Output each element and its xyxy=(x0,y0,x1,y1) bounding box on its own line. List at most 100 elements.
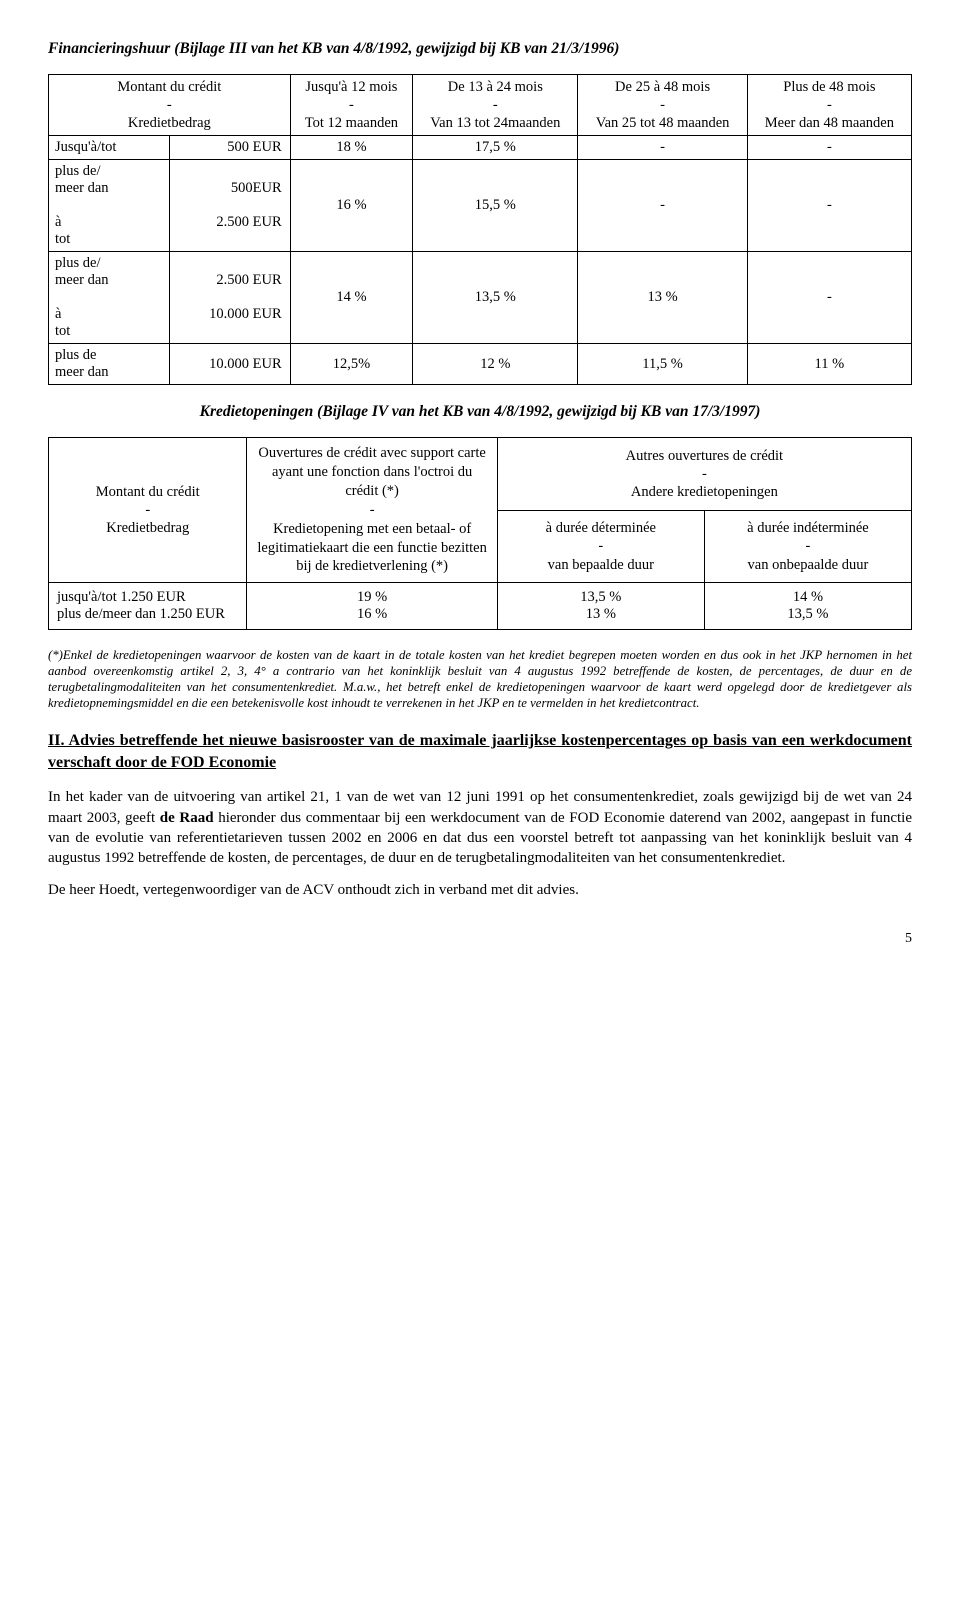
t1-r4-a: plus de meer dan xyxy=(49,344,170,385)
t2-hl-2: - xyxy=(145,502,150,518)
t2-row-b: plus de/meer dan 1.250 EUR xyxy=(57,606,225,622)
t2-hm-3: Kredietopening met een betaal- of legiti… xyxy=(257,521,486,575)
t2-si-1: à durée indéterminée xyxy=(747,520,869,536)
t2-hr-3: Andere kredietopeningen xyxy=(631,484,778,500)
t1-r3-d: 13,5 % xyxy=(413,252,578,344)
t2-hm-1: Ouvertures de crédit avec support carte … xyxy=(258,445,485,499)
t1-r3-a4: tot xyxy=(55,323,70,339)
t1-h2-l2: - xyxy=(493,97,498,113)
t1-r1-e: - xyxy=(578,136,747,160)
p1-b: de Raad xyxy=(160,810,214,826)
t2-hr-1: Autres ouvertures de crédit xyxy=(626,448,783,464)
paragraph-1: In het kader van de uitvoering van artik… xyxy=(48,787,912,868)
t1-r4-c: 12,5% xyxy=(290,344,413,385)
paragraph-2: De heer Hoedt, vertegenwoordiger van de … xyxy=(48,880,912,900)
t1-r1-c: 18 % xyxy=(290,136,413,160)
t1-r3-b1: 2.500 EUR xyxy=(216,272,281,288)
t1-h3-l2: - xyxy=(660,97,665,113)
t1-r4-d: 12 % xyxy=(413,344,578,385)
t2-hr-2: - xyxy=(702,466,707,482)
t1-r2-a: plus de/ meer dan à tot xyxy=(49,160,170,252)
table-row: plus de meer dan 10.000 EUR 12,5% 12 % 1… xyxy=(49,344,912,385)
t1-r1-f: - xyxy=(747,136,911,160)
t2-sub-det: à durée déterminée - van bepaalde duur xyxy=(497,510,704,582)
t1-h0-l1: Montant du crédit xyxy=(117,79,221,95)
t2-hm-2: - xyxy=(370,502,375,518)
t1-r3-a: plus de/ meer dan à tot xyxy=(49,252,170,344)
t2-va2: 13,5 % xyxy=(580,589,621,605)
t1-r4-a1: plus de xyxy=(55,347,96,363)
t1-r2-a3: à xyxy=(55,214,61,230)
section-heading: II. Advies betreffende het nieuwe basisr… xyxy=(48,730,912,773)
t1-r4-b: 10.000 EUR xyxy=(169,344,290,385)
table-row: plus de/ meer dan à tot 2.500 EUR 10.000… xyxy=(49,252,912,344)
t1-h2-l3: Van 13 tot 24maanden xyxy=(430,115,560,131)
t1-header-col3: De 25 à 48 mois - Van 25 tot 48 maanden xyxy=(578,75,747,136)
t1-r3-e: 13 % xyxy=(578,252,747,344)
t1-h2-l1: De 13 à 24 mois xyxy=(448,79,543,95)
t1-r4-e: 11,5 % xyxy=(578,344,747,385)
t2-sub-ind: à durée indéterminée - van onbepaalde du… xyxy=(704,510,911,582)
t1-r1-a: Jusqu'à/tot xyxy=(49,136,170,160)
t1-h1-l2: - xyxy=(349,97,354,113)
t2-hl-3: Kredietbedrag xyxy=(106,520,189,536)
t1-h0-l3: Kredietbedrag xyxy=(128,115,211,131)
t2-si-3: van onbepaalde duur xyxy=(748,557,869,573)
table-row: Jusqu'à/tot 500 EUR 18 % 17,5 % - - xyxy=(49,136,912,160)
t2-hl-1: Montant du crédit xyxy=(96,484,200,500)
t1-h4-l1: Plus de 48 mois xyxy=(783,79,875,95)
t1-h4-l2: - xyxy=(827,97,832,113)
t1-r3-c: 14 % xyxy=(290,252,413,344)
t1-h1-l1: Jusqu'à 12 mois xyxy=(305,79,397,95)
t1-r3-a1: plus de/ xyxy=(55,255,101,271)
footnote-text: (*)Enkel de kredietopeningen waarvoor de… xyxy=(48,648,912,712)
t1-r1-b: 500 EUR xyxy=(169,136,290,160)
t1-r3-a3: à xyxy=(55,306,61,322)
table-financieringshuur: Montant du crédit - Kredietbedrag Jusqu'… xyxy=(48,74,912,385)
t1-r1-d: 17,5 % xyxy=(413,136,578,160)
t1-r2-a4: tot xyxy=(55,231,70,247)
t2-vb2: 13 % xyxy=(586,606,616,622)
t2-sd-3: van bepaalde duur xyxy=(548,557,654,573)
t1-header-col4: Plus de 48 mois - Meer dan 48 maanden xyxy=(747,75,911,136)
t1-r2-b2: 2.500 EUR xyxy=(216,214,281,230)
t1-r3-b2: 10.000 EUR xyxy=(209,306,282,322)
t1-r4-f: 11 % xyxy=(747,344,911,385)
t1-h0-l2: - xyxy=(167,97,172,113)
t2-va3: 14 % xyxy=(793,589,823,605)
t1-r2-e: - xyxy=(578,160,747,252)
table-row: plus de/ meer dan à tot 500EUR 2.500 EUR… xyxy=(49,160,912,252)
t1-r2-f: - xyxy=(747,160,911,252)
t2-rowlabels: jusqu'à/tot 1.250 EUR plus de/meer dan 1… xyxy=(49,583,247,630)
t1-r2-d: 15,5 % xyxy=(413,160,578,252)
table1-title: Financieringshuur (Bijlage III van het K… xyxy=(48,40,912,58)
t1-h4-l3: Meer dan 48 maanden xyxy=(765,115,894,131)
t1-r3-a2: meer dan xyxy=(55,272,109,288)
t1-h3-l1: De 25 à 48 mois xyxy=(615,79,710,95)
t1-r4-a2: meer dan xyxy=(55,364,109,380)
t2-si-2: - xyxy=(806,538,811,554)
t1-r2-a2: meer dan xyxy=(55,180,109,196)
t1-r2-b1: 500EUR xyxy=(231,180,282,196)
t2-col2-vals: 13,5 % 13 % xyxy=(497,583,704,630)
table2-title: Kredietopeningen (Bijlage IV van het KB … xyxy=(48,403,912,421)
t1-r2-a1: plus de/ xyxy=(55,163,101,179)
t1-header-col1: Jusqu'à 12 mois - Tot 12 maanden xyxy=(290,75,413,136)
table-kredietopeningen: Montant du crédit - Kredietbedrag Ouvert… xyxy=(48,437,912,630)
t1-h1-l3: Tot 12 maanden xyxy=(305,115,398,131)
t1-header-col2: De 13 à 24 mois - Van 13 tot 24maanden xyxy=(413,75,578,136)
t1-r2-c: 16 % xyxy=(290,160,413,252)
t1-r3-b: 2.500 EUR 10.000 EUR xyxy=(169,252,290,344)
t1-r2-b: 500EUR 2.500 EUR xyxy=(169,160,290,252)
t2-col3-vals: 14 % 13,5 % xyxy=(704,583,911,630)
t2-h-mid: Ouvertures de crédit avec support carte … xyxy=(247,438,497,583)
table-row: jusqu'à/tot 1.250 EUR plus de/meer dan 1… xyxy=(49,583,912,630)
t1-h3-l3: Van 25 tot 48 maanden xyxy=(596,115,730,131)
t2-va1: 19 % xyxy=(357,589,387,605)
t2-h-right: Autres ouvertures de crédit - Andere kre… xyxy=(497,438,911,510)
t2-col1-vals: 19 % 16 % xyxy=(247,583,497,630)
t2-vb3: 13,5 % xyxy=(787,606,828,622)
t2-sd-1: à durée déterminée xyxy=(546,520,656,536)
page-number: 5 xyxy=(48,931,912,947)
t2-row-a: jusqu'à/tot 1.250 EUR xyxy=(57,589,186,605)
